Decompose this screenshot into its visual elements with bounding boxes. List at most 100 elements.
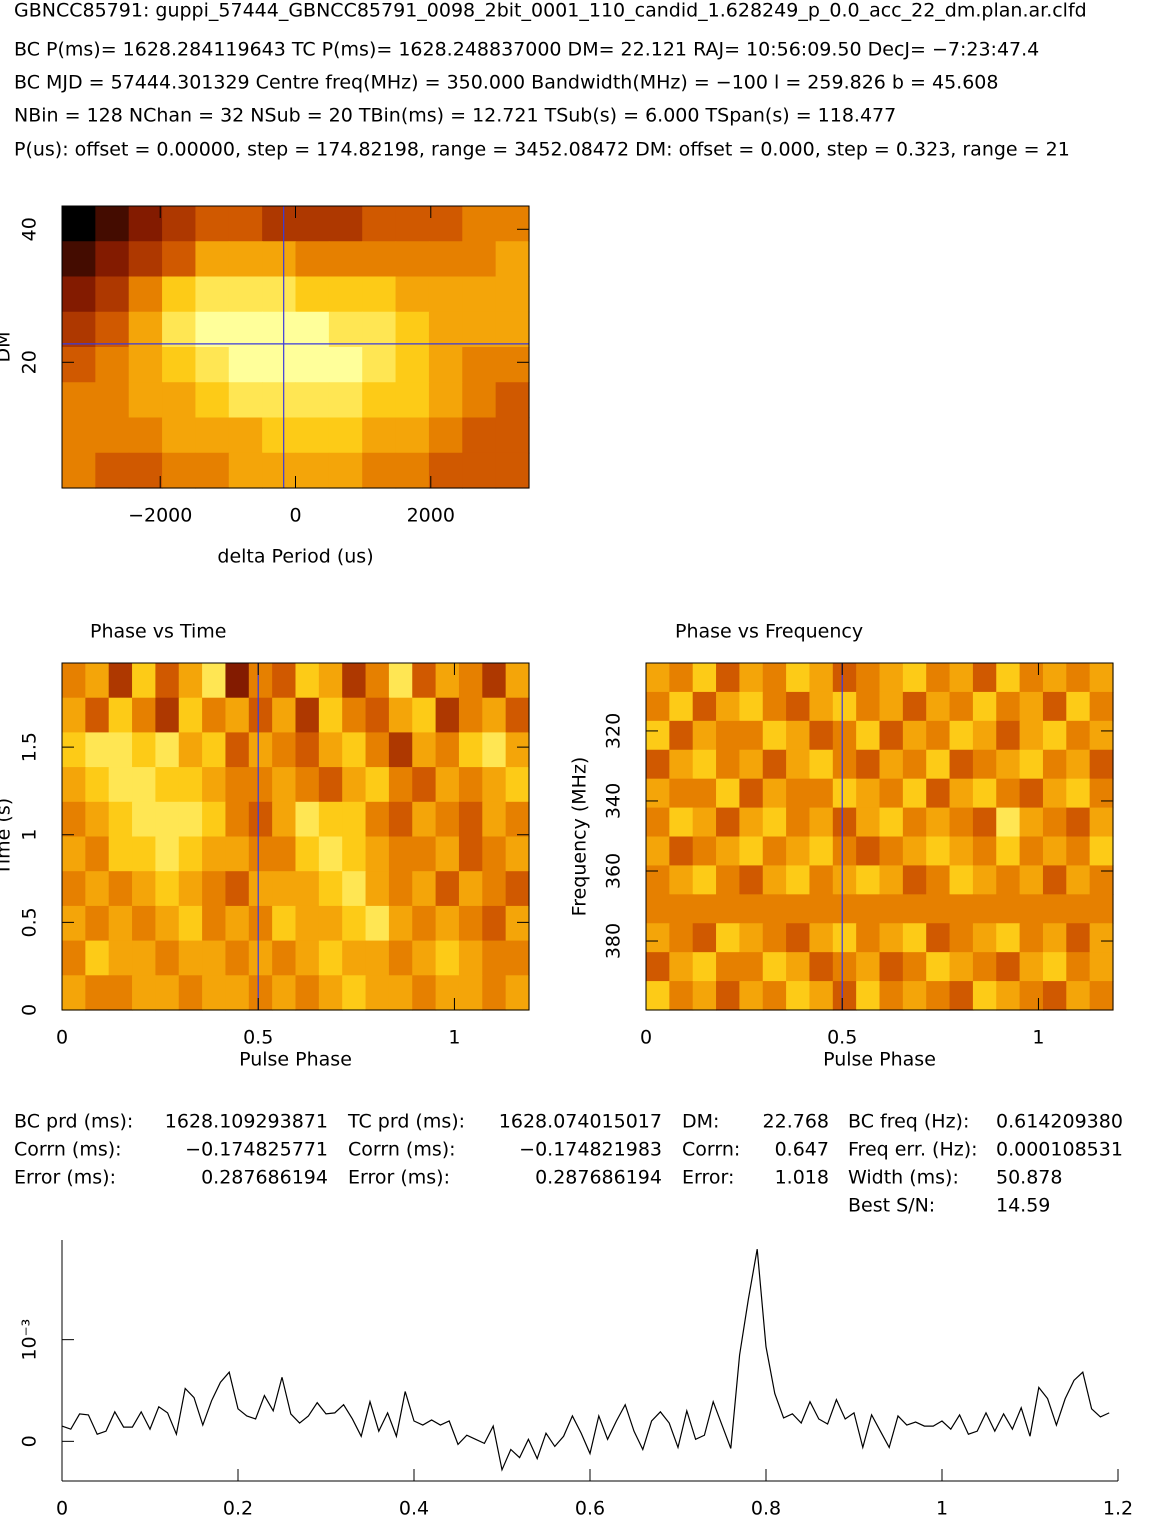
heatmap-cell [428, 206, 463, 242]
heatmap-cell [295, 663, 320, 699]
heatmap-cell [809, 749, 834, 780]
heatmap-cell [272, 871, 297, 907]
heatmap-cell [1066, 836, 1091, 867]
heatmap-cell [856, 923, 881, 953]
heatmap-cell [435, 836, 460, 872]
heatmap-cell [202, 871, 227, 907]
heatmap-cell [832, 663, 857, 693]
heatmap-cell [62, 663, 86, 699]
heatmap-cell [786, 663, 811, 693]
heatmap-cell [95, 382, 130, 419]
heatmap-cell [1042, 720, 1067, 751]
heatmap-cell [435, 732, 460, 768]
heatmap-cell [248, 871, 273, 907]
heatmap-cell [62, 206, 96, 242]
heatmap-cell [646, 691, 670, 722]
heatmap-cell [225, 905, 250, 942]
heatmap-cell [462, 417, 497, 454]
heatmap-cell [505, 940, 530, 976]
heatmap-cell [362, 347, 397, 383]
heatmap-cell [318, 697, 343, 733]
heatmap-cell [342, 940, 367, 976]
heatmap-cell [462, 206, 497, 242]
heatmap-cell [412, 871, 437, 907]
axes-box [61, 662, 530, 1011]
heatmap-cell [692, 663, 717, 693]
heatmap-cell [1019, 778, 1044, 809]
stat-label: Corrn: [682, 1139, 740, 1161]
header-line: BC MJD = 57444.301329 Centre freq(MHz) =… [14, 72, 998, 94]
heatmap-cell [902, 894, 927, 924]
heatmap-cell [856, 749, 881, 780]
x-tick-label: 1 [1032, 1027, 1044, 1049]
heatmap-cell [228, 452, 263, 489]
heatmap-cell [902, 952, 927, 982]
heatmap-cell [1066, 865, 1091, 895]
heatmap-cell [716, 894, 740, 924]
heatmap-cell [458, 871, 483, 907]
heatmap-cell [365, 663, 390, 699]
heatmap-cell [228, 241, 263, 278]
heatmap-cell [295, 940, 320, 976]
heatmap-cell [926, 894, 951, 924]
heatmap-cell [395, 452, 430, 489]
stat-value: 0.647 [775, 1139, 829, 1161]
heatmap-cell [362, 206, 397, 242]
heatmap-cell [272, 836, 297, 872]
heatmap-cell [85, 663, 110, 699]
heatmap-cell [716, 778, 740, 809]
heatmap-cell [178, 836, 203, 872]
heatmap-cell [495, 241, 530, 278]
heatmap-cell [428, 382, 463, 419]
heatmap-cell [202, 940, 227, 976]
heatmap-cell [85, 732, 110, 768]
heatmap-cell [365, 767, 390, 803]
heatmap-cell [155, 732, 180, 768]
heatmap-cell [128, 417, 163, 454]
heatmap-cell [716, 663, 740, 693]
heatmap-cell [786, 749, 811, 780]
heatmap-cell [155, 767, 180, 803]
heatmap-cell [762, 778, 787, 809]
heatmap-cell [225, 940, 250, 976]
heatmap-cell [318, 905, 343, 942]
heatmap-cell [809, 836, 834, 867]
heatmap-cell [395, 311, 430, 348]
heatmap-cell [832, 691, 857, 722]
heatmap-cell [342, 836, 367, 872]
heatmap-cell [996, 923, 1021, 953]
heatmap-cell [295, 697, 320, 733]
heatmap-cell [248, 975, 273, 1011]
heatmap-cell [395, 382, 430, 419]
heatmap-cell [108, 871, 133, 907]
heatmap-cell [262, 382, 297, 419]
heatmap-cell [1089, 778, 1114, 809]
heatmap-cell [926, 981, 951, 1011]
heatmap-cell [832, 981, 857, 1011]
heatmap-cell [1089, 952, 1114, 982]
panel-title: Phase vs Frequency [675, 621, 863, 643]
x-tick-label: 0 [289, 505, 301, 527]
heatmap-cell [902, 749, 927, 780]
heatmap-cell [856, 952, 881, 982]
heatmap-cell [435, 663, 460, 699]
heatmap-cell [155, 905, 180, 942]
heatmap-cell [342, 871, 367, 907]
heatmap-cell [739, 865, 764, 895]
heatmap-cell [669, 836, 694, 867]
heatmap-cell [786, 981, 811, 1011]
heatmap-cell [228, 276, 263, 313]
heatmap-cell [669, 807, 694, 838]
heatmap-cell [949, 923, 974, 953]
heatmap-cell [1042, 663, 1067, 693]
heatmap-cell [272, 732, 297, 768]
heatmap-cell [926, 749, 951, 780]
heatmap-cell [1019, 663, 1044, 693]
heatmap-cell [262, 417, 297, 454]
heatmap-cell [1042, 778, 1067, 809]
heatmap-cell [132, 905, 156, 942]
heatmap-cell [412, 732, 437, 768]
heatmap-cell [342, 732, 367, 768]
stat-value: 0.287686194 [535, 1167, 662, 1189]
stat-label: DM: [682, 1111, 719, 1133]
